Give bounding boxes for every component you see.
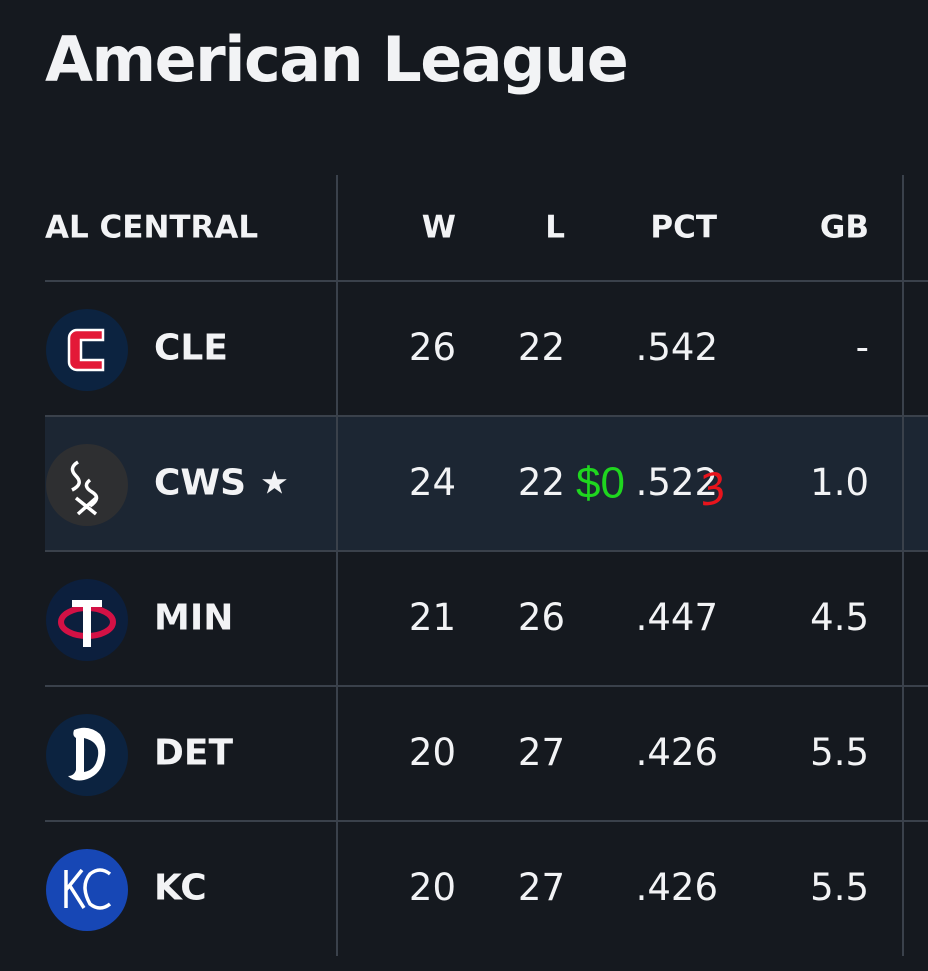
logo-min bbox=[46, 579, 128, 661]
stat-gb: - bbox=[856, 326, 869, 369]
team-abbr: DET bbox=[154, 733, 233, 774]
stat-pct: .426 bbox=[636, 731, 718, 774]
stat-l: 22 bbox=[518, 326, 565, 369]
stat-l: 22 bbox=[518, 461, 565, 504]
team-abbr: CWS bbox=[154, 463, 246, 504]
team-abbr: KC bbox=[154, 868, 207, 909]
page-title: American League bbox=[45, 23, 627, 96]
logo-cle bbox=[46, 309, 128, 391]
stat-pct: .542 bbox=[636, 326, 718, 369]
favorite-star: ★ bbox=[260, 464, 289, 502]
stat-gb: 1.0 bbox=[810, 461, 869, 504]
stat-gb: 5.5 bbox=[810, 731, 869, 774]
stat-pct: .522 bbox=[636, 461, 718, 504]
annotation-dollar: $0 bbox=[576, 459, 625, 508]
stat-w: 20 bbox=[409, 731, 456, 774]
logo-det bbox=[46, 714, 128, 796]
team-abbr: CLE bbox=[154, 328, 228, 369]
team-abbr: MIN bbox=[154, 598, 233, 639]
highlight-row bbox=[45, 417, 928, 551]
stat-gb: 4.5 bbox=[810, 596, 869, 639]
stat-w: 20 bbox=[409, 866, 456, 909]
stat-w: 21 bbox=[409, 596, 456, 639]
logo-kc bbox=[46, 849, 128, 931]
stat-w: 24 bbox=[409, 461, 456, 504]
column-header: W bbox=[422, 210, 456, 246]
stat-l: 27 bbox=[518, 866, 565, 909]
stat-pct: .447 bbox=[636, 596, 718, 639]
column-header: AL CENTRAL bbox=[45, 210, 258, 246]
stat-l: 26 bbox=[518, 596, 565, 639]
logo-cws bbox=[46, 444, 128, 526]
column-header: L bbox=[545, 210, 565, 246]
stat-l: 27 bbox=[518, 731, 565, 774]
stat-pct: .426 bbox=[636, 866, 718, 909]
column-header: PCT bbox=[650, 210, 717, 246]
stat-gb: 5.5 bbox=[810, 866, 869, 909]
stat-w: 26 bbox=[409, 326, 456, 369]
column-header: GB bbox=[820, 210, 869, 246]
